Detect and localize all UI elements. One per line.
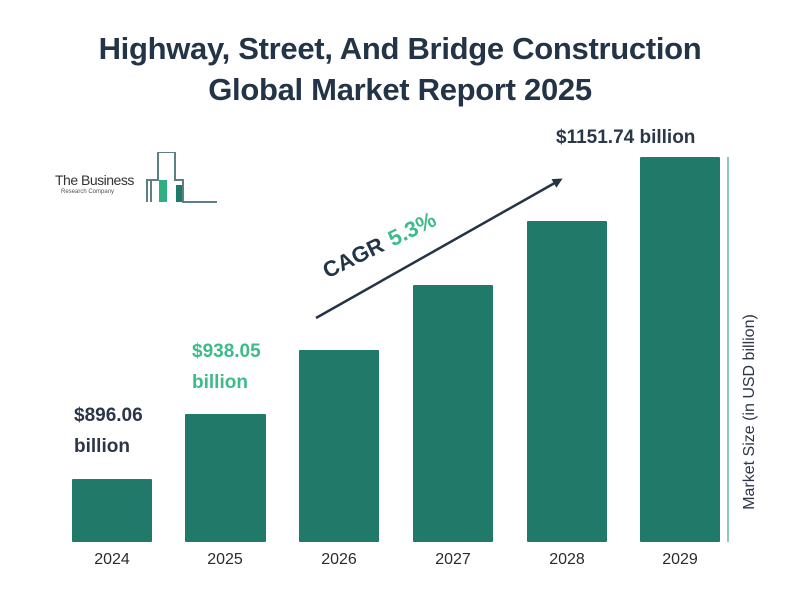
bar-2026 bbox=[299, 350, 379, 542]
building-bars-logo-icon bbox=[146, 152, 217, 203]
x-tick-2029: 2029 bbox=[662, 551, 698, 568]
bar-2028 bbox=[527, 221, 607, 542]
cagr-annotation: CAGR5.3% bbox=[319, 207, 441, 284]
x-tick-2027: 2027 bbox=[435, 551, 471, 568]
chart-title-line-1: Highway, Street, And Bridge Construction bbox=[98, 31, 702, 66]
company-logo: The Business Research Company bbox=[55, 152, 225, 208]
value-label-2025: $938.05 billion bbox=[192, 341, 261, 393]
x-tick-2026: 2026 bbox=[321, 551, 357, 568]
bar-2027 bbox=[413, 285, 493, 542]
chart-title-line-2: Global Market Report 2025 bbox=[208, 72, 592, 107]
y-axis-line bbox=[727, 157, 729, 542]
x-tick-2024: 2024 bbox=[94, 551, 130, 568]
value-label-2024: $896.06 billion bbox=[74, 405, 143, 457]
cagr-label: CAGR bbox=[318, 232, 388, 284]
logo-subtitle: Research Company bbox=[61, 189, 115, 195]
chart-title: Highway, Street, And Bridge Construction… bbox=[0, 28, 800, 110]
x-tick-2028: 2028 bbox=[549, 551, 585, 568]
logo-name: The Business bbox=[55, 172, 134, 188]
x-tick-2025: 2025 bbox=[207, 551, 243, 568]
bar-2029 bbox=[640, 157, 720, 542]
bar-2025 bbox=[185, 414, 266, 542]
value-label-2029: $1151.74 billion bbox=[556, 127, 696, 148]
bar-2024 bbox=[72, 479, 152, 542]
y-axis-label: Market Size (in USD billion) bbox=[741, 314, 758, 510]
cagr-value: 5.3% bbox=[384, 206, 441, 252]
